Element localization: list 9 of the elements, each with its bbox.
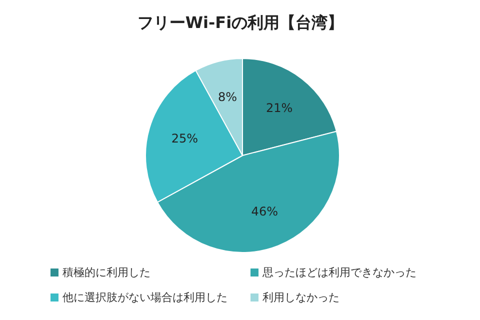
legend-label: 積極的に利用した [62, 266, 150, 279]
legend-label: 他に選択肢がない場合は利用した [62, 291, 228, 304]
legend-label: 思ったほどは利用できなかった [262, 266, 416, 279]
chart-title: フリーWi-Fiの利用【台湾】 [137, 13, 344, 32]
data-label: 21% [266, 100, 293, 115]
legend-label: 利用しなかった [262, 291, 340, 304]
data-label: 46% [251, 204, 278, 218]
data-label: 8% [218, 90, 238, 104]
data-label: 25% [171, 132, 198, 146]
